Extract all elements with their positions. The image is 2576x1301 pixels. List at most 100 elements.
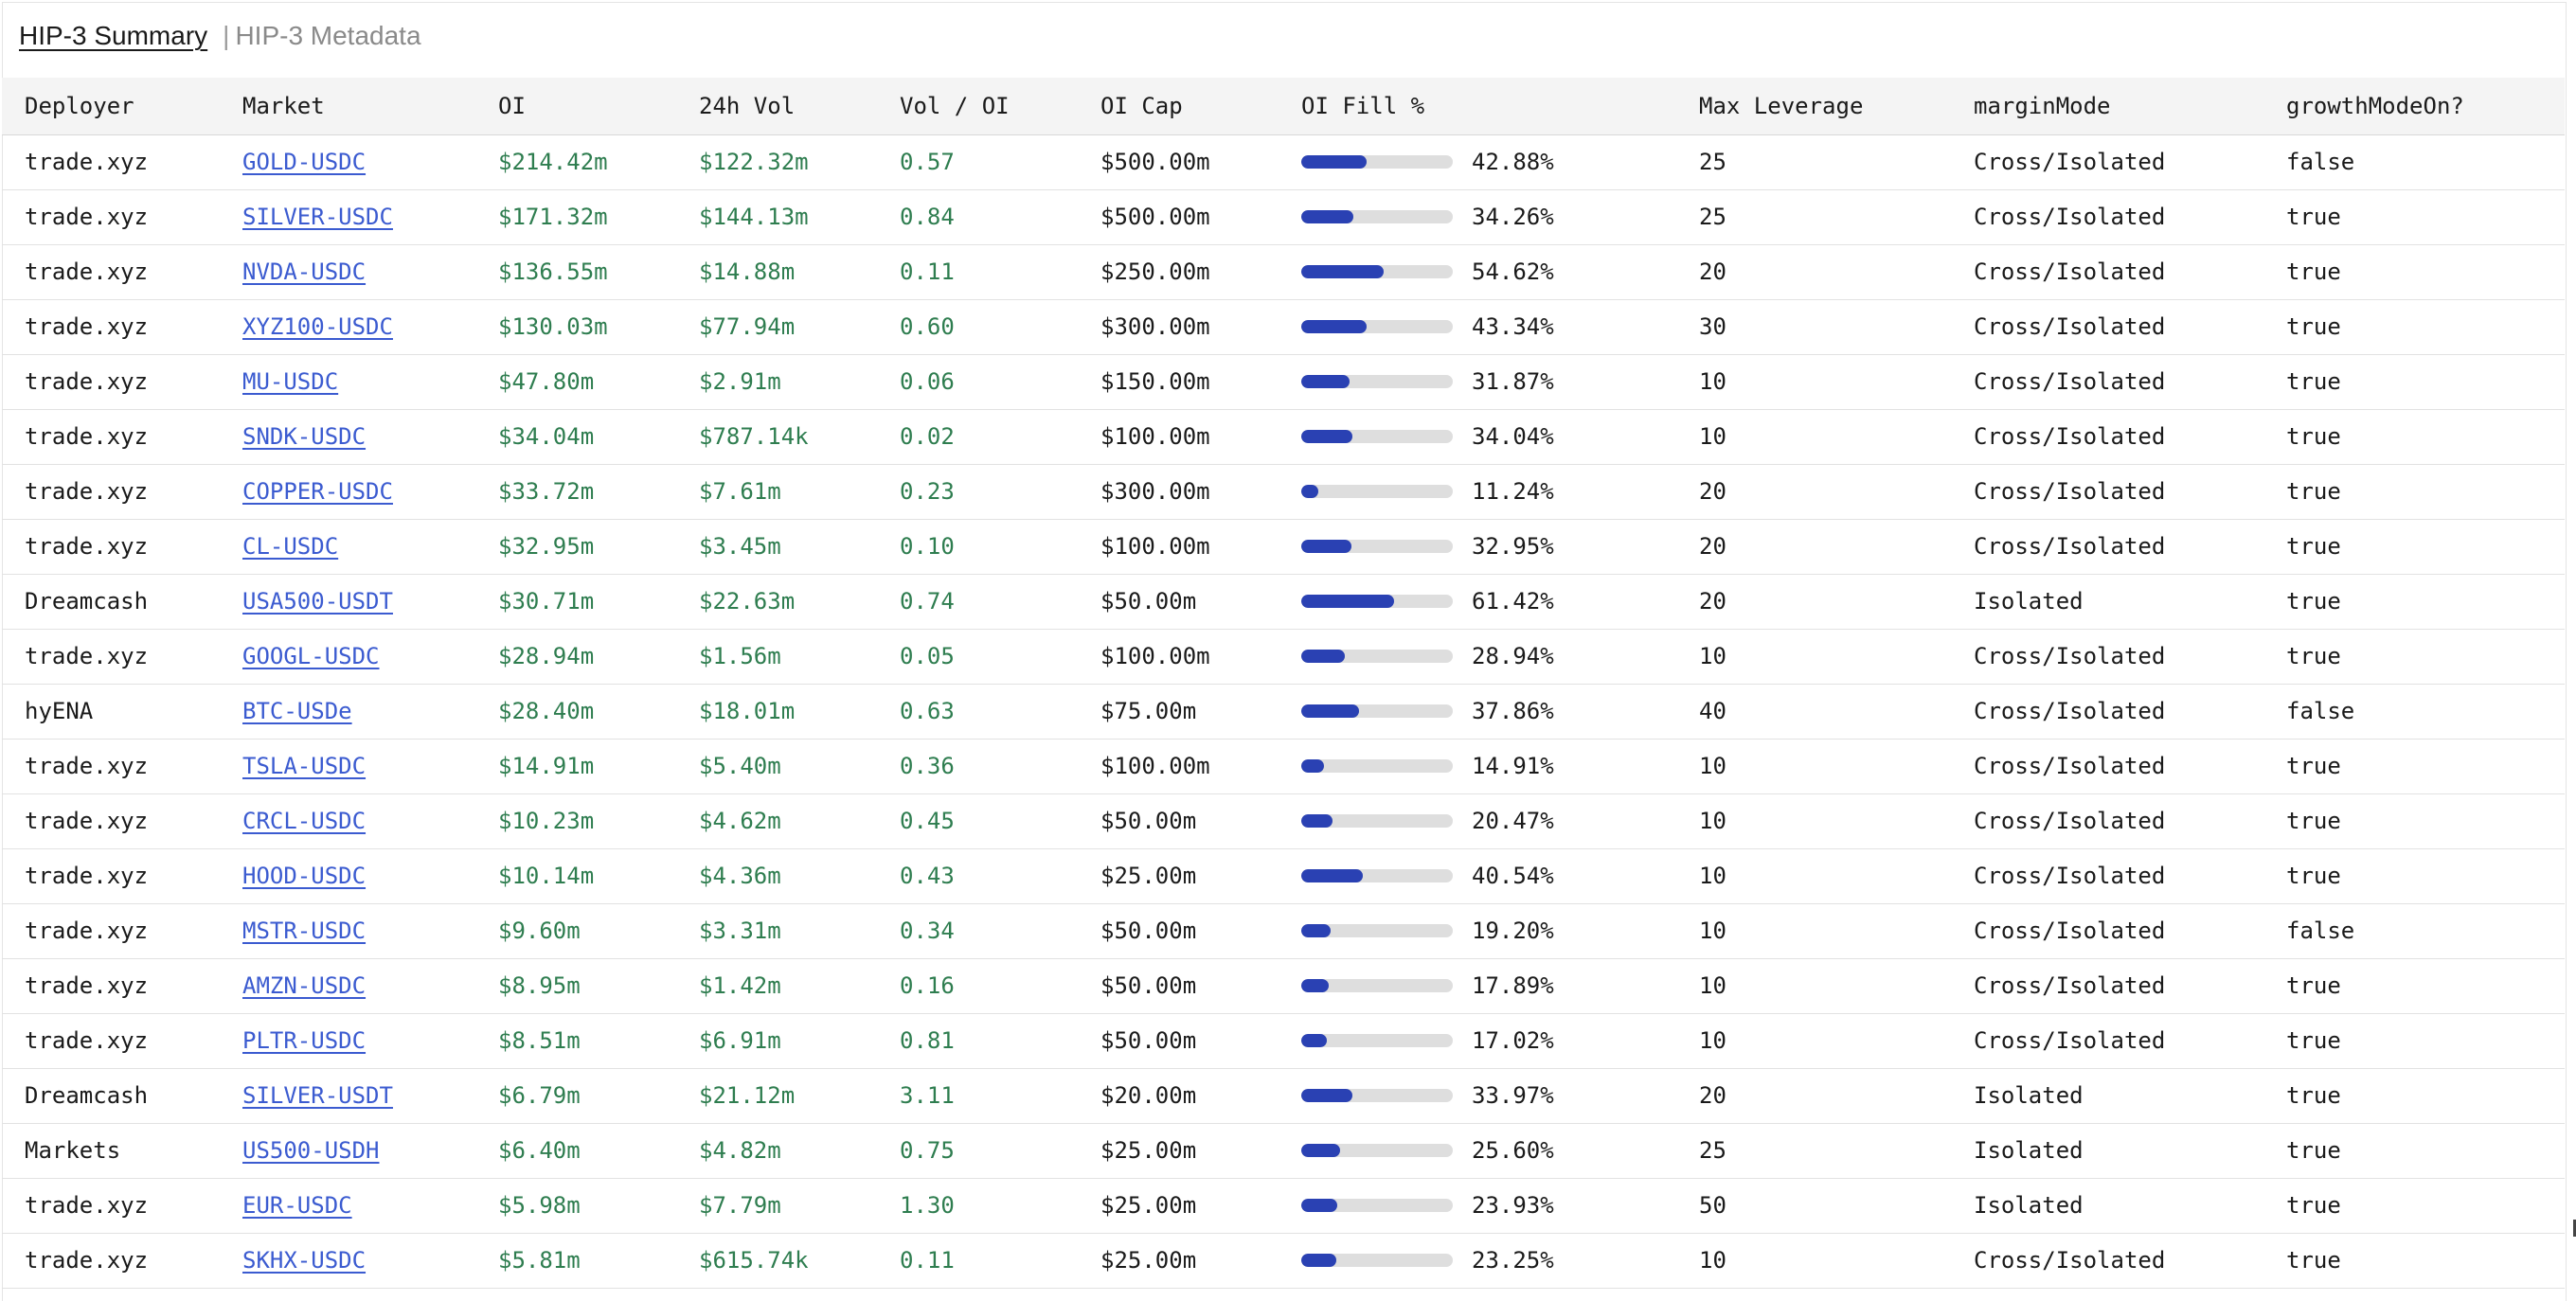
table-row[interactable]: trade.xyz CL-USDC $32.95m $3.45m 0.10 $100.00… <box>2 519 2565 574</box>
table-row[interactable]: trade.xyz XYZ100-USDC $130.03m $77.94m 0.60 $… <box>2 299 2565 354</box>
margin-mode-cell: Cross/Isolated <box>1974 918 2166 944</box>
oi-cap-cell: $50.00m <box>1100 918 1197 944</box>
deployer-cell: trade.xyz <box>25 1247 149 1274</box>
growth-mode-cell: true <box>2286 753 2341 779</box>
tab-hip3-metadata[interactable]: HIP-3 Metadata <box>235 21 421 50</box>
oi-fill-percent: 17.89% <box>1472 972 1554 999</box>
market-link[interactable]: USA500-USDT <box>242 588 393 615</box>
margin-mode-cell: Cross/Isolated <box>1974 1247 2166 1274</box>
table-row[interactable]: trade.xyz AMZN-USDC $8.95m $1.42m 0.16 $50.00… <box>2 958 2565 1013</box>
table-row[interactable]: trade.xyz EUR-USDC $5.98m $7.79m 1.30 $25.00m… <box>2 1178 2565 1233</box>
oi-fill-bar-level <box>1301 759 1324 773</box>
market-cell: SILVER-USDT <box>220 1068 475 1123</box>
table-row[interactable]: trade.xyz NVDA-USDC $136.55m $14.88m 0.11 $25… <box>2 244 2565 299</box>
volume-24h-cell: $22.63m <box>699 588 796 615</box>
table-row[interactable]: trade.xyz MSTR-USDC $9.60m $3.31m 0.34 $50.00… <box>2 903 2565 958</box>
market-link[interactable]: AMZN-USDC <box>242 972 367 999</box>
oi-fill-cell: 28.94% <box>1279 629 1676 684</box>
market-link[interactable]: HOOD-USDC <box>242 863 367 889</box>
market-cell: COPPER-USDC <box>220 464 475 519</box>
oi-fill-bar <box>1301 320 1453 333</box>
table-row[interactable]: Dreamcash SILVER-USDT $6.79m $21.12m 3.11 $20… <box>2 1068 2565 1123</box>
volume-24h-cell: $21.12m <box>699 1082 796 1109</box>
oi-fill-bar-level <box>1301 540 1351 553</box>
oi-cell: $28.94m <box>498 643 595 669</box>
market-link[interactable]: XYZ100-USDC <box>242 313 393 340</box>
market-link[interactable]: COPPER-USDC <box>242 478 393 505</box>
oi-cap-cell: $100.00m <box>1100 753 1210 779</box>
table-row[interactable]: Markets US500-USDH $6.40m $4.82m 0.75 $25.00m… <box>2 1123 2565 1178</box>
margin-mode-cell: Cross/Isolated <box>1974 1027 2166 1054</box>
max-leverage-cell: 25 <box>1699 204 1726 230</box>
market-link[interactable]: TSLA-USDC <box>242 753 367 779</box>
vol-oi-ratio-cell: 0.81 <box>900 1027 955 1054</box>
market-link[interactable]: SKHX-USDC <box>242 1247 367 1274</box>
oi-fill-bar <box>1301 979 1453 992</box>
market-link[interactable]: CRCL-USDC <box>242 808 367 834</box>
oi-fill-bar <box>1301 430 1453 443</box>
oi-cell: $8.51m <box>498 1027 581 1054</box>
column-header-deployer[interactable]: Deployer <box>2 78 220 135</box>
oi-fill-cell: 34.26% <box>1279 189 1676 244</box>
column-header-oi-cap[interactable]: OI Cap <box>1078 78 1279 135</box>
volume-24h-cell: $4.36m <box>699 863 781 889</box>
market-link[interactable]: SILVER-USDT <box>242 1082 393 1109</box>
oi-fill-bar-level <box>1301 704 1359 718</box>
market-link[interactable]: US500-USDH <box>242 1137 380 1164</box>
oi-fill-bar <box>1301 375 1453 388</box>
market-link[interactable]: SNDK-USDC <box>242 423 367 450</box>
column-header-oi[interactable]: OI <box>475 78 676 135</box>
table-row[interactable]: trade.xyz TSLA-USDC $14.91m $5.40m 0.36 $100.… <box>2 739 2565 793</box>
market-link[interactable]: BTC-USDe <box>242 698 352 724</box>
market-link[interactable]: EUR-USDC <box>242 1192 352 1219</box>
max-leverage-cell: 40 <box>1699 698 1726 724</box>
volume-24h-cell: $4.62m <box>699 808 781 834</box>
column-header-market[interactable]: Market <box>220 78 475 135</box>
table-row[interactable]: trade.xyz SKHX-USDC $5.81m $615.74k 0.11 $25.… <box>2 1233 2565 1288</box>
table-row[interactable]: trade.xyz CRCL-USDC $10.23m $4.62m 0.45 $50.0… <box>2 793 2565 848</box>
market-cell: HOOD-USDC <box>220 848 475 903</box>
table-row[interactable]: Dreamcash USA500-USDT $30.71m $22.63m 0.74 $5… <box>2 574 2565 629</box>
oi-fill-bar-level <box>1301 814 1333 828</box>
market-link[interactable]: NVDA-USDC <box>242 258 367 285</box>
column-header-margin-mode[interactable]: marginMode <box>1951 78 2263 135</box>
tab-hip3-summary[interactable]: HIP-3 Summary <box>19 21 208 50</box>
market-link[interactable]: MU-USDC <box>242 368 339 395</box>
market-link[interactable]: SILVER-USDC <box>242 204 393 230</box>
market-link[interactable]: PLTR-USDC <box>242 1027 367 1054</box>
oi-fill-percent: 61.42% <box>1472 588 1554 615</box>
market-link[interactable]: MSTR-USDC <box>242 918 367 944</box>
column-header-24h-vol[interactable]: 24h Vol <box>676 78 877 135</box>
column-header-oi-fill[interactable]: OI Fill % <box>1279 78 1676 135</box>
scroll-edge-marker <box>2573 1220 2576 1237</box>
table-row[interactable]: trade.xyz PLTR-USDC $8.51m $6.91m 0.81 $50.00… <box>2 1013 2565 1068</box>
oi-cell: $130.03m <box>498 313 608 340</box>
table-row[interactable]: trade.xyz MU-USDC $47.80m $2.91m 0.06 $150.00… <box>2 354 2565 409</box>
table-row[interactable]: hyENA BTC-USDe $28.40m $18.01m 0.63 $75.00m 37… <box>2 684 2565 739</box>
oi-fill-cell: 33.97% <box>1279 1068 1676 1123</box>
market-link[interactable]: GOLD-USDC <box>242 149 367 175</box>
oi-fill-cell: 14.91% <box>1279 739 1676 793</box>
oi-fill-bar <box>1301 485 1453 498</box>
column-header-vol-oi[interactable]: Vol / OI <box>877 78 1078 135</box>
vol-oi-ratio-cell: 0.02 <box>900 423 955 450</box>
table-row[interactable]: trade.xyz SILVER-USDC $171.32m $144.13m 0.84… <box>2 189 2565 244</box>
table-row[interactable]: trade.xyz GOLD-USDC $214.42m $122.32m 0.57 $5… <box>2 134 2565 189</box>
oi-fill-bar <box>1301 924 1453 937</box>
table-row[interactable]: trade.xyz HOOD-USDC $10.14m $4.36m 0.43 $25.0… <box>2 848 2565 903</box>
table-row[interactable]: trade.xyz GOOGL-USDC $28.94m $1.56m 0.05 $100… <box>2 629 2565 684</box>
volume-24h-cell: $1.56m <box>699 643 781 669</box>
table-row[interactable]: trade.xyz SNDK-USDC $34.04m $787.14k 0.02 $10… <box>2 409 2565 464</box>
margin-mode-cell: Cross/Isolated <box>1974 478 2166 505</box>
market-link[interactable]: GOOGL-USDC <box>242 643 380 669</box>
volume-24h-cell: $18.01m <box>699 698 796 724</box>
oi-cell: $5.81m <box>498 1247 581 1274</box>
table-row[interactable]: trade.xyz COPPER-USDC $33.72m $7.61m 0.23 $30… <box>2 464 2565 519</box>
column-header-growth-mode[interactable]: growthModeOn? <box>2263 78 2565 135</box>
oi-cell: $136.55m <box>498 258 608 285</box>
oi-cap-cell: $50.00m <box>1100 1027 1197 1054</box>
market-link[interactable]: CL-USDC <box>242 533 339 560</box>
column-header-max-leverage[interactable]: Max Leverage <box>1676 78 1951 135</box>
oi-fill-bar-level <box>1301 595 1395 608</box>
oi-fill-percent: 42.88% <box>1472 149 1554 175</box>
